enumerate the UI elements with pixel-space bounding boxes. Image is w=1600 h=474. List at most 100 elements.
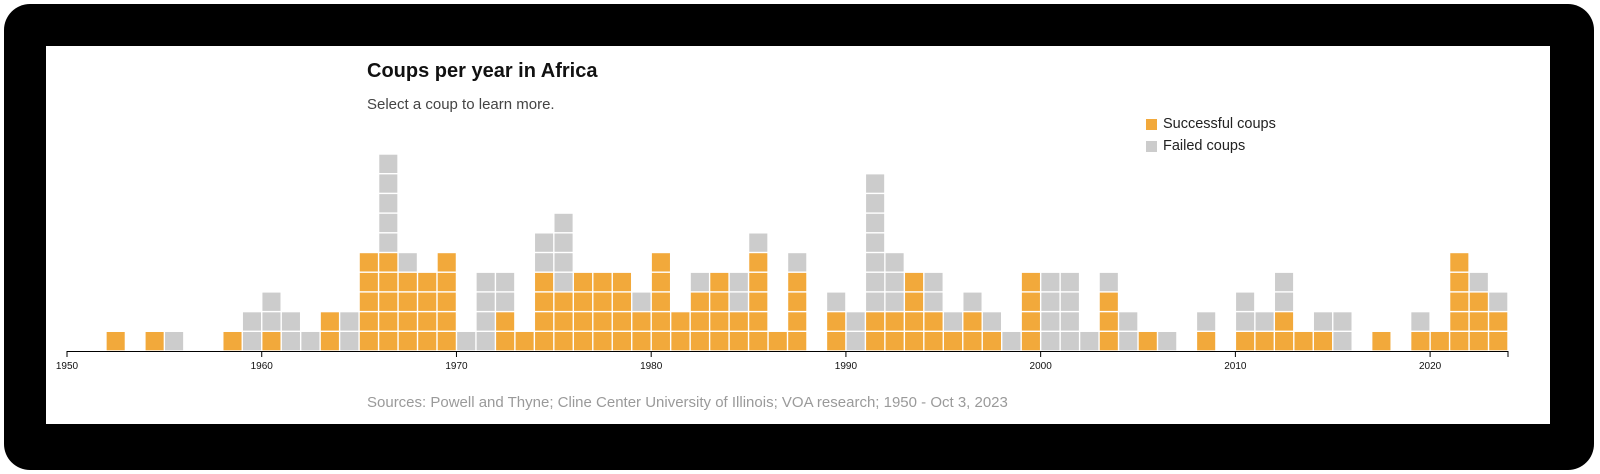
successful-coup-block[interactable] [690, 332, 709, 351]
failed-coup-block[interactable] [632, 292, 651, 311]
successful-coup-block[interactable] [710, 292, 729, 311]
failed-coup-block[interactable] [476, 292, 495, 311]
successful-coup-block[interactable] [535, 312, 554, 331]
successful-coup-block[interactable] [573, 332, 593, 351]
failed-coup-block[interactable] [1236, 312, 1255, 331]
successful-coup-block[interactable] [262, 332, 281, 351]
failed-coup-block[interactable] [1060, 272, 1079, 292]
successful-coup-block[interactable] [905, 332, 924, 351]
successful-coup-block[interactable] [710, 312, 729, 331]
successful-coup-block[interactable] [710, 272, 729, 292]
successful-coup-block[interactable] [729, 312, 748, 331]
successful-coup-block[interactable] [943, 332, 963, 351]
successful-coup-block[interactable] [1255, 332, 1274, 351]
successful-coup-block[interactable] [320, 332, 339, 351]
successful-coup-block[interactable] [1489, 312, 1508, 331]
successful-coup-block[interactable] [496, 332, 515, 351]
successful-coup-block[interactable] [729, 332, 748, 351]
successful-coup-block[interactable] [359, 332, 378, 351]
successful-coup-block[interactable] [398, 312, 417, 331]
failed-coup-block[interactable] [398, 253, 417, 272]
failed-coup-block[interactable] [924, 292, 943, 311]
failed-coup-block[interactable] [1275, 272, 1294, 292]
successful-coup-block[interactable] [437, 253, 456, 272]
successful-coup-block[interactable] [1275, 312, 1294, 331]
successful-coup-block[interactable] [418, 332, 437, 351]
successful-coup-block[interactable] [1450, 312, 1469, 331]
successful-coup-block[interactable] [632, 332, 651, 351]
failed-coup-block[interactable] [1197, 312, 1216, 331]
successful-coup-block[interactable] [379, 292, 398, 311]
successful-coup-block[interactable] [749, 253, 768, 272]
failed-coup-block[interactable] [301, 332, 320, 351]
successful-coup-block[interactable] [573, 272, 593, 292]
failed-coup-block[interactable] [1060, 332, 1079, 351]
successful-coup-block[interactable] [1489, 332, 1508, 351]
successful-coup-block[interactable] [554, 292, 573, 311]
successful-coup-block[interactable] [651, 292, 670, 311]
successful-coup-block[interactable] [437, 312, 456, 331]
successful-coup-block[interactable] [1469, 332, 1488, 351]
successful-coup-block[interactable] [788, 312, 807, 331]
failed-coup-block[interactable] [554, 253, 573, 272]
failed-coup-block[interactable] [379, 174, 398, 193]
successful-coup-block[interactable] [1313, 332, 1333, 351]
failed-coup-block[interactable] [1333, 332, 1352, 351]
successful-coup-block[interactable] [1294, 332, 1313, 351]
failed-coup-block[interactable] [457, 332, 476, 351]
successful-coup-block[interactable] [379, 312, 398, 331]
failed-coup-block[interactable] [165, 332, 184, 351]
successful-coup-block[interactable] [1450, 253, 1469, 272]
failed-coup-block[interactable] [963, 292, 982, 311]
successful-coup-block[interactable] [885, 312, 904, 331]
successful-coup-block[interactable] [1372, 332, 1391, 351]
successful-coup-block[interactable] [671, 332, 690, 351]
failed-coup-block[interactable] [535, 253, 554, 272]
successful-coup-block[interactable] [359, 292, 378, 311]
successful-coup-block[interactable] [1450, 332, 1469, 351]
failed-coup-block[interactable] [885, 292, 904, 311]
successful-coup-block[interactable] [1411, 332, 1430, 351]
successful-coup-block[interactable] [535, 272, 554, 292]
successful-coup-block[interactable] [359, 253, 378, 272]
successful-coup-block[interactable] [1236, 332, 1255, 351]
failed-coup-block[interactable] [476, 312, 495, 331]
successful-coup-block[interactable] [398, 272, 417, 292]
failed-coup-block[interactable] [1411, 312, 1430, 331]
failed-coup-block[interactable] [788, 253, 807, 272]
successful-coup-block[interactable] [827, 332, 846, 351]
failed-coup-block[interactable] [379, 194, 398, 213]
successful-coup-block[interactable] [768, 332, 787, 351]
failed-coup-block[interactable] [1313, 312, 1333, 331]
successful-coup-block[interactable] [223, 332, 242, 351]
successful-coup-block[interactable] [749, 332, 768, 351]
successful-coup-block[interactable] [515, 332, 534, 351]
successful-coup-block[interactable] [418, 312, 437, 331]
failed-coup-block[interactable] [535, 233, 554, 252]
failed-coup-block[interactable] [1255, 312, 1274, 331]
successful-coup-block[interactable] [651, 332, 670, 351]
successful-coup-block[interactable] [690, 292, 709, 311]
failed-coup-block[interactable] [379, 154, 398, 173]
failed-coup-block[interactable] [379, 233, 398, 252]
failed-coup-block[interactable] [340, 312, 359, 331]
successful-coup-block[interactable] [379, 272, 398, 292]
successful-coup-block[interactable] [593, 272, 612, 292]
failed-coup-block[interactable] [496, 292, 515, 311]
successful-coup-block[interactable] [632, 312, 651, 331]
successful-coup-block[interactable] [359, 272, 378, 292]
successful-coup-block[interactable] [437, 292, 456, 311]
failed-coup-block[interactable] [885, 253, 904, 272]
successful-coup-block[interactable] [905, 292, 924, 311]
failed-coup-block[interactable] [1041, 272, 1060, 292]
failed-coup-block[interactable] [846, 312, 865, 331]
failed-coup-block[interactable] [924, 272, 943, 292]
failed-coup-block[interactable] [1041, 332, 1060, 351]
failed-coup-block[interactable] [554, 233, 573, 252]
successful-coup-block[interactable] [1469, 312, 1488, 331]
failed-coup-block[interactable] [281, 332, 300, 351]
failed-coup-block[interactable] [496, 272, 515, 292]
failed-coup-block[interactable] [262, 292, 281, 311]
failed-coup-block[interactable] [866, 174, 885, 193]
successful-coup-block[interactable] [612, 332, 632, 351]
